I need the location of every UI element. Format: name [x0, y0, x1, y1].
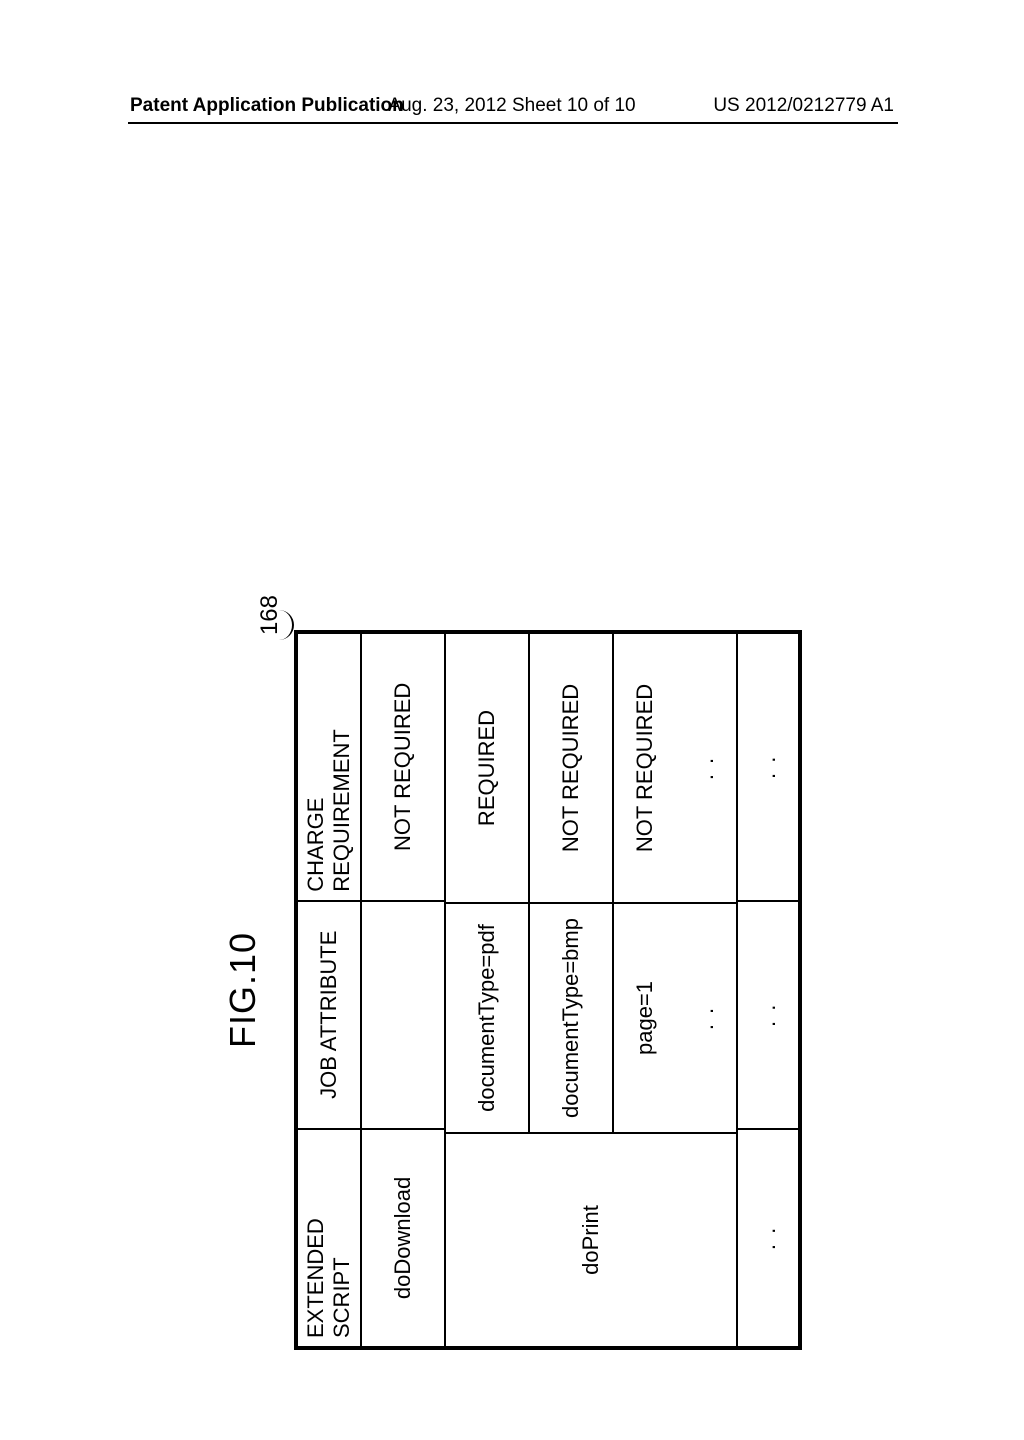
figure-title: FIG.10 — [222, 540, 264, 1440]
cell-attribute — [362, 900, 444, 1128]
cell-charge: . . — [738, 634, 798, 900]
header-cell-attribute: JOB ATTRIBUTE — [298, 900, 360, 1128]
cell-script: doDownload — [362, 1128, 444, 1346]
table-row: . . . . . . — [738, 634, 798, 1346]
table-row: documentType=bmp NOT REQUIRED — [530, 634, 614, 1132]
cell-charge: REQUIRED — [446, 634, 528, 902]
cell-charge: NOT REQUIRED — [362, 634, 444, 900]
cell-attribute: documentType=pdf — [446, 902, 528, 1132]
header-right: US 2012/0212779 A1 — [713, 95, 894, 117]
cell-charge: . . — [676, 634, 736, 902]
inner-rows: documentType=pdf REQUIRED documentType=b… — [446, 634, 736, 1132]
cell-attribute: documentType=bmp — [530, 902, 612, 1132]
table-merged-row: doPrint documentType=pdf REQUIRED docume… — [446, 634, 738, 1346]
header-left: Patent Application Publication — [130, 95, 404, 117]
reference-lead-line — [278, 610, 294, 640]
reference-wrapper: 168 EXTENDED SCRIPT JOB ATTRIBUTE CHARGE… — [294, 540, 802, 1440]
cell-attribute: . . — [738, 900, 798, 1128]
figure-container: FIG.10 168 EXTENDED SCRIPT JOB ATTRIBUTE… — [222, 540, 802, 1440]
cell-charge: NOT REQUIRED — [530, 634, 612, 902]
cell-script: . . — [738, 1128, 798, 1346]
cell-charge: NOT REQUIRED — [614, 634, 676, 902]
cell-script-merged: doPrint — [446, 1132, 736, 1346]
table-header-row: EXTENDED SCRIPT JOB ATTRIBUTE CHARGE REQ… — [298, 634, 362, 1346]
table-row: . . . . — [676, 634, 736, 1132]
page-header: Patent Application Publication Aug. 23, … — [0, 95, 1024, 117]
table-row: documentType=pdf REQUIRED — [446, 634, 530, 1132]
cell-attribute: . . — [676, 902, 736, 1132]
table-row: page=1 NOT REQUIRED — [614, 634, 676, 1132]
cell-attribute: page=1 — [614, 902, 676, 1132]
header-cell-script: EXTENDED SCRIPT — [298, 1128, 360, 1346]
header-divider — [128, 122, 898, 124]
table-row: doDownload NOT REQUIRED — [362, 634, 446, 1346]
header-cell-charge: CHARGE REQUIREMENT — [298, 634, 360, 900]
data-table: EXTENDED SCRIPT JOB ATTRIBUTE CHARGE REQ… — [294, 630, 802, 1350]
header-center: Aug. 23, 2012 Sheet 10 of 10 — [388, 95, 635, 117]
